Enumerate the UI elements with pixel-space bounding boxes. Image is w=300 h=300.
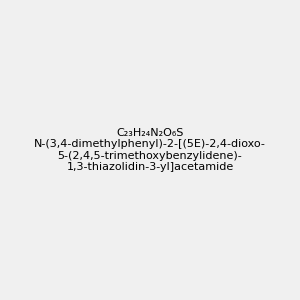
Text: C₂₃H₂₄N₂O₆S
N-(3,4-dimethylphenyl)-2-[(5E)-2,4-dioxo-
5-(2,4,5-trimethoxybenzyli: C₂₃H₂₄N₂O₆S N-(3,4-dimethylphenyl)-2-[(5… xyxy=(34,128,266,172)
